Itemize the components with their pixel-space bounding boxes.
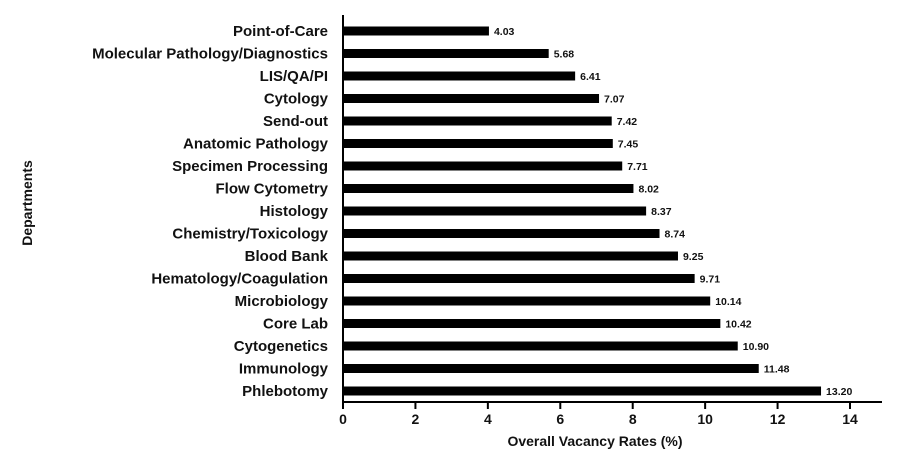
bar (343, 251, 678, 261)
bar (343, 319, 721, 328)
bar (343, 206, 647, 216)
category-label: Send-out (263, 113, 328, 130)
x-tick-label: 6 (556, 411, 564, 427)
data-label: 4.03 (494, 26, 515, 38)
category-label: Molecular Pathology/Diagnostics (92, 46, 328, 63)
bars-layer (343, 26, 822, 396)
category-label: Blood Bank (245, 248, 329, 265)
x-tick-label: 12 (770, 411, 786, 427)
category-label: Flow Cytometry (215, 181, 328, 198)
category-label: Hematology/Coagulation (151, 271, 328, 288)
data-label: 6.41 (580, 71, 601, 83)
category-label: Chemistry/Toxicology (172, 226, 328, 243)
data-label: 8.02 (638, 184, 659, 196)
data-label: 8.37 (651, 206, 672, 218)
x-tick-label: 0 (339, 411, 347, 427)
bar (343, 71, 576, 81)
data-label: 10.42 (725, 319, 751, 331)
x-tick-label: 14 (842, 411, 858, 427)
bar (343, 364, 759, 373)
category-label: Histology (260, 203, 329, 220)
data-label: 9.71 (700, 274, 721, 286)
data-label: 5.68 (554, 49, 575, 61)
bar (343, 229, 660, 238)
bar (343, 94, 600, 103)
category-label: LIS/QA/PI (260, 68, 328, 85)
data-label: 10.14 (715, 296, 741, 308)
category-label: Specimen Processing (172, 158, 328, 175)
category-label: Anatomic Pathology (183, 136, 329, 153)
x-tick-label: 4 (484, 411, 492, 427)
bar (343, 161, 623, 171)
category-label: Cytology (264, 91, 329, 108)
x-axis-title: Overall Vacancy Rates (%) (507, 433, 682, 449)
category-label: Microbiology (235, 293, 329, 310)
x-tick-label: 10 (697, 411, 713, 427)
data-label: 10.90 (743, 341, 769, 353)
x-tick-label: 2 (412, 411, 420, 427)
data-label: 8.74 (665, 229, 686, 241)
data-labels: 4.03 5.68 6.417.07 7.42 7.45 7.71 8.02 8.37 8.74… (494, 26, 853, 398)
x-tick-label: 8 (629, 411, 637, 427)
category-label: Immunology (239, 361, 329, 378)
bar (343, 386, 822, 396)
data-label: 7.45 (618, 139, 639, 151)
category-labels: Point-of-Care Molecular Pathology/Diagnos… (92, 23, 329, 400)
y-axis-title: Departments (19, 160, 35, 246)
bar (343, 296, 711, 306)
bar (343, 116, 612, 126)
category-label: Point-of-Care (233, 23, 328, 40)
data-label: 7.42 (617, 116, 638, 128)
bar (343, 139, 613, 148)
category-label: Phlebotomy (242, 383, 328, 400)
data-label: 7.71 (627, 161, 648, 173)
x-axis-ticks: 0 2 4 6 8 10 12 14 (339, 402, 858, 427)
data-label: 13.20 (826, 386, 852, 398)
bar (343, 26, 489, 36)
data-label: 11.48 (764, 364, 790, 376)
bar (343, 341, 738, 351)
category-label: Core Lab (263, 316, 328, 333)
data-label: 9.25 (683, 251, 704, 263)
category-label: Cytogenetics (234, 338, 328, 355)
bar (343, 184, 634, 193)
bar (343, 49, 549, 58)
data-label: 7.07 (604, 94, 625, 106)
bar (343, 274, 695, 283)
